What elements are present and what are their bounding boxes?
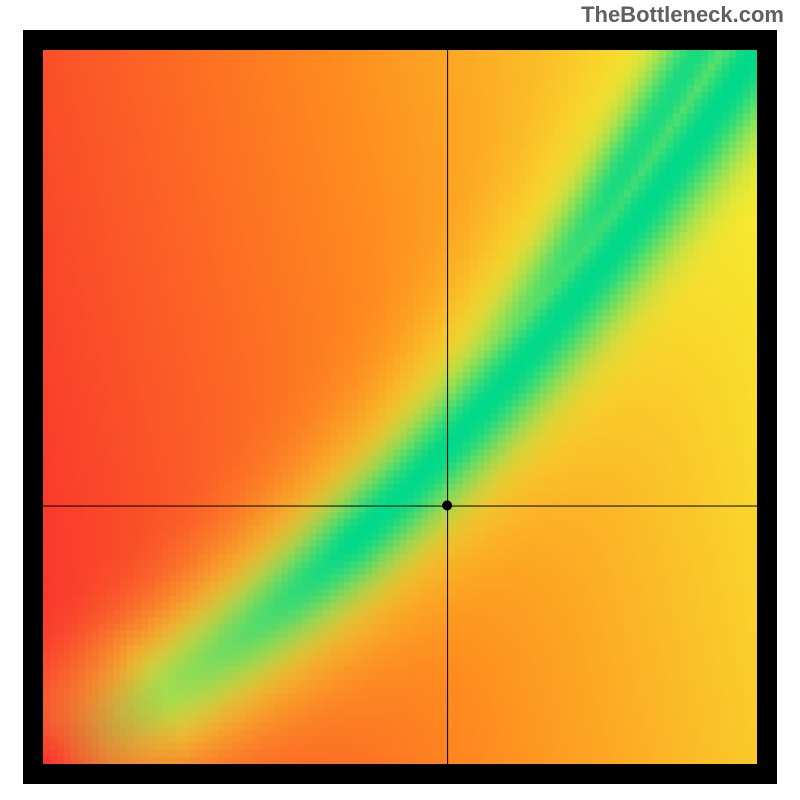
heatmap-canvas bbox=[23, 30, 777, 784]
heatmap-plot bbox=[23, 30, 777, 784]
watermark-text: TheBottleneck.com bbox=[581, 2, 784, 28]
